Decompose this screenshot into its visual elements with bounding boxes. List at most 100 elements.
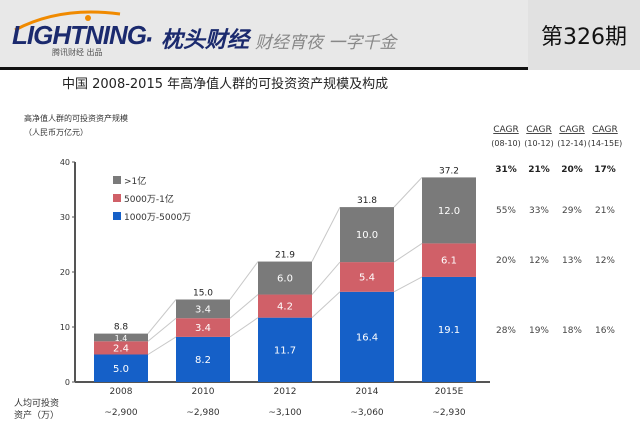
connector-line — [229, 317, 259, 338]
bar-segment — [340, 291, 394, 382]
connector-line — [229, 294, 259, 319]
bar-segment — [176, 336, 230, 382]
cagr-value: 12% — [595, 256, 615, 266]
cagr-value: 16% — [595, 326, 615, 336]
connector-line — [311, 261, 341, 295]
bar-total-label: 37.2 — [439, 166, 459, 176]
connector-line — [147, 299, 177, 334]
connector-line — [147, 317, 177, 342]
cagr-header: CAGR — [526, 125, 552, 135]
brand-name: · 枕头财经 — [145, 28, 250, 53]
bar-segment — [176, 299, 230, 319]
cagr-total: 20% — [561, 165, 583, 175]
per-capita-value: ~3,100 — [268, 408, 302, 418]
cagr-value: 18% — [562, 326, 582, 336]
cagr-header: CAGR — [493, 125, 519, 135]
y-axis-label: 高净值人群的可投资资产规模（人民币万亿元） — [24, 114, 128, 137]
bar-value-label: 5.4 — [359, 272, 375, 283]
chart-title: 中国 2008-2015 年高净值人群的可投资资产规模及构成 — [62, 77, 389, 92]
bar-value-label: 3.4 — [195, 304, 211, 315]
connector-line — [393, 276, 423, 293]
cagr-total: 17% — [594, 165, 616, 175]
logo-arc-icon — [14, 10, 121, 32]
x-tick-label: 2010 — [192, 387, 215, 397]
bar-value-label: 8.2 — [195, 355, 211, 366]
cagr-value: 55% — [496, 206, 516, 216]
per-capita-value: ~2,930 — [432, 408, 466, 418]
connector-line — [393, 177, 423, 208]
connector-line — [311, 291, 341, 319]
legend-label: 1000万-5000万 — [124, 213, 191, 223]
logo-subtitle: 腾讯财经 出品 — [52, 48, 103, 57]
connector-line — [393, 242, 423, 263]
bar-total-label: 15.0 — [193, 289, 213, 299]
per-capita-value: ~2,980 — [186, 408, 220, 418]
connector-line — [311, 206, 341, 262]
bar-value-label: 3.4 — [195, 323, 211, 334]
bar-total-label: 21.9 — [275, 251, 295, 261]
connector-line — [229, 261, 259, 300]
cagr-period: (08-10) — [491, 139, 521, 148]
bar-segment — [94, 333, 148, 342]
bar-value-label: 10.0 — [356, 230, 378, 241]
cagr-period: (12-14) — [557, 139, 587, 148]
x-tick-label: 2014 — [356, 387, 379, 397]
bar-segment — [422, 276, 476, 382]
cagr-value: 21% — [595, 206, 615, 216]
bar-segment — [422, 177, 476, 244]
bar-total-label: 8.8 — [114, 323, 129, 333]
bar-value-label: 12.0 — [438, 206, 460, 217]
issue-number: 第326期 — [528, 0, 640, 70]
cagr-header: CAGR — [559, 125, 585, 135]
bar-value-label: 19.1 — [438, 325, 460, 336]
bar-total-label: 31.8 — [357, 196, 377, 206]
cagr-total: 31% — [495, 165, 517, 175]
bar-value-label: 6.1 — [441, 256, 457, 267]
bar-segment — [258, 294, 312, 318]
cagr-value: 20% — [496, 256, 516, 266]
slogan: 财经宵夜 一字千金 — [255, 33, 397, 53]
bar-segment — [422, 243, 476, 277]
x-tick-label: 2008 — [110, 387, 133, 397]
bar-value-label: 1.4 — [115, 334, 128, 343]
legend-swatch — [113, 212, 121, 220]
bar-segment — [176, 318, 230, 337]
legend-swatch — [113, 194, 121, 202]
bar-value-label: 6.0 — [277, 274, 293, 285]
y-tick-label: 20 — [60, 268, 70, 277]
x-tick-label: 2012 — [274, 387, 297, 397]
bar-segment — [94, 354, 148, 382]
bar-segment — [94, 341, 148, 355]
cagr-value: 33% — [529, 206, 549, 216]
bar-value-label: 2.4 — [113, 343, 129, 354]
legend-label: >1亿 — [124, 175, 146, 187]
y-tick-label: 0 — [65, 378, 70, 387]
y-tick-label: 40 — [60, 158, 70, 167]
bar-value-label: 5.0 — [113, 364, 129, 375]
header-banner: LIGHTNING 腾讯财经 出品 · 枕头财经 财经宵夜 一字千金 第326期 — [0, 0, 640, 70]
bar-segment — [340, 262, 394, 292]
per-capita-value: ~2,900 — [104, 408, 138, 418]
legend-swatch — [113, 176, 121, 184]
cagr-value: 19% — [529, 326, 549, 336]
y-tick-label: 10 — [60, 323, 70, 332]
legend-label: 5000万-1亿 — [124, 193, 174, 205]
bar-value-label: 4.2 — [277, 302, 293, 313]
per-capita-label: 人均可投资资产（万） — [14, 399, 60, 421]
cagr-period: (14-15E) — [588, 139, 623, 148]
cagr-value: 28% — [496, 326, 516, 336]
cagr-period: (10-12) — [524, 139, 554, 148]
bar-value-label: 16.4 — [356, 332, 378, 343]
cagr-header: CAGR — [592, 125, 618, 135]
connector-line — [147, 336, 177, 355]
x-tick-label: 2015E — [435, 387, 464, 397]
bar-segment — [340, 207, 394, 263]
per-capita-value: ~3,060 — [350, 408, 384, 418]
cagr-value: 29% — [562, 206, 582, 216]
bar-segment — [258, 261, 312, 295]
bar-value-label: 11.7 — [274, 345, 296, 356]
cagr-value: 12% — [529, 256, 549, 266]
logo: LIGHTNING — [12, 20, 147, 50]
cagr-value: 13% — [562, 256, 582, 266]
